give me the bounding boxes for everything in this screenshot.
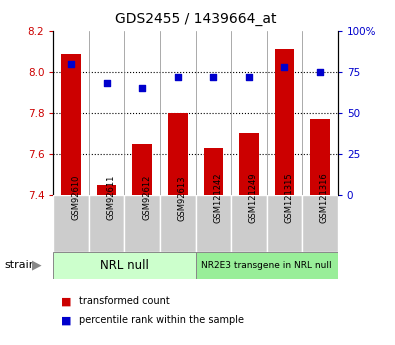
Bar (239, 134, 259, 195)
Text: transformed count: transformed count (79, 296, 170, 306)
FancyBboxPatch shape (124, 195, 160, 252)
Text: ▶: ▶ (32, 259, 42, 272)
FancyBboxPatch shape (89, 195, 124, 252)
Text: GSM121249: GSM121249 (249, 172, 258, 223)
Point (281, 64, 288, 70)
Bar (168, 113, 188, 195)
Text: ■: ■ (61, 296, 72, 306)
Point (139, 86, 145, 91)
Text: GDS2455 / 1439664_at: GDS2455 / 1439664_at (115, 12, 276, 26)
Text: GSM92610: GSM92610 (71, 175, 80, 220)
Text: GSM121316: GSM121316 (320, 172, 329, 223)
Bar (203, 148, 223, 195)
Point (103, 81, 110, 86)
Bar (97, 185, 117, 195)
FancyBboxPatch shape (53, 195, 89, 252)
Bar (132, 144, 152, 195)
Text: NRL null: NRL null (100, 259, 149, 272)
Bar (61, 53, 81, 195)
Text: GSM92613: GSM92613 (178, 175, 187, 220)
FancyBboxPatch shape (267, 195, 302, 252)
Text: percentile rank within the sample: percentile rank within the sample (79, 315, 244, 325)
Bar (310, 119, 330, 195)
Text: GSM92611: GSM92611 (107, 175, 116, 220)
Text: GSM121242: GSM121242 (213, 172, 222, 223)
Bar (275, 49, 294, 195)
Text: GSM92612: GSM92612 (142, 175, 151, 220)
Point (246, 74, 252, 80)
Point (68, 61, 74, 67)
FancyBboxPatch shape (53, 252, 196, 279)
Point (210, 74, 216, 80)
FancyBboxPatch shape (302, 195, 338, 252)
FancyBboxPatch shape (160, 195, 196, 252)
Text: ■: ■ (61, 315, 72, 325)
Point (175, 74, 181, 80)
Text: GSM121315: GSM121315 (284, 172, 293, 223)
Text: strain: strain (4, 260, 36, 270)
FancyBboxPatch shape (231, 195, 267, 252)
Text: NR2E3 transgene in NRL null: NR2E3 transgene in NRL null (201, 261, 332, 270)
Point (317, 69, 323, 75)
FancyBboxPatch shape (196, 252, 338, 279)
FancyBboxPatch shape (196, 195, 231, 252)
